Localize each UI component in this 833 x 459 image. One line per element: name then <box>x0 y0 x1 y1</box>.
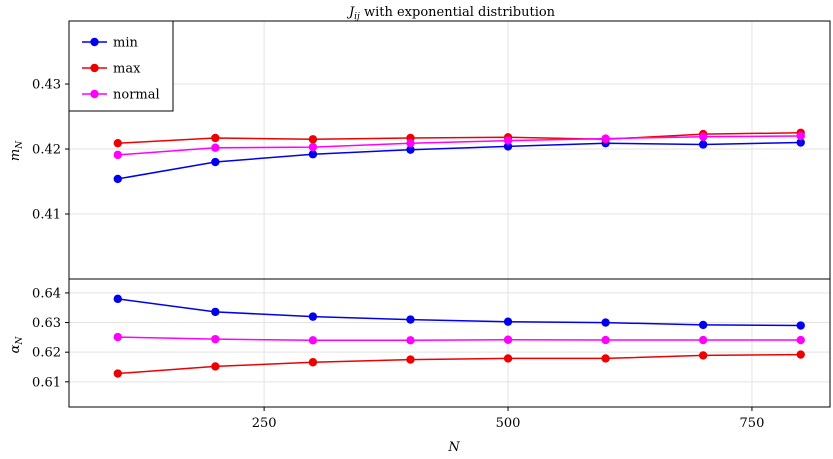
bottom-y-axis-label-main: α <box>8 344 23 353</box>
top-y-axis-label-sub: N <box>15 140 25 150</box>
bottom-ytick-label-2: 0.63 <box>32 316 61 331</box>
top-ytick-label-1: 0.42 <box>32 143 61 158</box>
bottom-series-line-min <box>117 298 801 327</box>
top-point-min-200 <box>211 157 220 167</box>
bottom-point-max-600 <box>601 354 610 363</box>
top-point-min-100 <box>113 174 122 184</box>
top-y-axis-label-main: m <box>8 149 23 161</box>
chart-title-sub: ij <box>354 12 360 22</box>
bottom-point-max-200 <box>211 362 220 371</box>
top-point-max-100 <box>113 138 122 148</box>
bottom-ytick-label-1: 0.62 <box>32 346 61 361</box>
legend: min max normal <box>68 20 174 112</box>
top-series-line-normal <box>117 135 801 156</box>
legend-box <box>68 20 174 112</box>
bottom-point-max-100 <box>113 369 122 378</box>
top-ytick-label-2: 0.43 <box>32 78 61 93</box>
legend-marker-min <box>90 37 99 47</box>
bottom-ytick-label-3: 0.64 <box>32 286 61 301</box>
top-point-normal-400 <box>406 138 415 148</box>
bottom-point-min-500 <box>503 317 513 326</box>
bottom-point-max-700 <box>698 351 708 360</box>
top-point-normal-600 <box>601 134 610 143</box>
top-point-normal-200 <box>211 143 220 152</box>
axes-frames <box>68 20 831 408</box>
chart-title-rest: with exponential distribution <box>360 5 556 20</box>
bottom-point-min-300 <box>308 312 318 321</box>
xtick-label-0: 250 <box>252 416 277 431</box>
bottom-point-max-500 <box>503 354 513 363</box>
tick-layer: 0.41 0.42 0.43 0.61 0.62 0.63 0.64 250 500 750 <box>32 78 764 431</box>
bottom-point-max-800 <box>796 350 805 359</box>
chart-title: Jij with exponential distribution <box>346 5 556 22</box>
bottom-series-line-max <box>117 353 801 375</box>
bottom-point-max-400 <box>406 355 415 364</box>
bottom-point-min-200 <box>211 307 220 317</box>
bottom-point-min-100 <box>113 294 122 304</box>
bottom-point-min-400 <box>406 315 415 324</box>
bottom-point-normal-400 <box>406 336 415 345</box>
bottom-series-line-normal <box>117 336 801 342</box>
xtick-label-2: 750 <box>740 416 765 431</box>
top-point-normal-800 <box>796 131 805 141</box>
series-layer <box>113 128 805 378</box>
bottom-point-normal-800 <box>796 335 805 345</box>
bottom-point-normal-700 <box>698 335 708 345</box>
top-point-max-200 <box>211 133 220 143</box>
bottom-y-axis-label: αN <box>8 336 25 354</box>
top-point-max-300 <box>308 135 318 144</box>
bottom-y-axis-label-sub: N <box>15 336 25 346</box>
bottom-point-min-600 <box>601 318 610 327</box>
top-point-normal-300 <box>308 142 318 152</box>
bottom-point-normal-500 <box>503 335 513 344</box>
top-ytick-label-0: 0.41 <box>32 208 61 223</box>
bottom-point-normal-200 <box>211 334 220 344</box>
legend-marker-max <box>90 63 99 73</box>
legend-marker-normal <box>90 89 99 99</box>
top-point-min-500 <box>503 142 513 151</box>
x-axis-label: N <box>447 440 460 455</box>
top-point-min-700 <box>698 140 708 149</box>
top-series-line-min <box>117 141 801 180</box>
legend-label-min: min <box>113 36 138 51</box>
top-point-normal-500 <box>503 136 513 145</box>
top-series-line-max <box>117 132 801 144</box>
bottom-axes-frame <box>68 278 831 408</box>
xtick-label-1: 500 <box>496 416 521 431</box>
bottom-point-min-800 <box>796 321 805 330</box>
chart-title-main: J <box>346 5 355 20</box>
legend-label-normal: normal <box>113 88 160 103</box>
top-y-axis-label: mN <box>8 140 25 161</box>
grid-lines <box>69 21 830 407</box>
bottom-point-normal-100 <box>113 332 122 342</box>
top-point-normal-100 <box>113 150 122 160</box>
legend-label-max: max <box>113 62 141 77</box>
bottom-point-min-700 <box>698 320 708 330</box>
bottom-ytick-label-0: 0.61 <box>32 375 61 390</box>
top-point-normal-700 <box>698 132 708 141</box>
top-point-min-800 <box>796 138 805 147</box>
bottom-point-normal-300 <box>308 336 318 345</box>
top-point-min-300 <box>308 150 318 159</box>
bottom-point-max-300 <box>308 358 318 367</box>
bottom-point-normal-600 <box>601 335 610 345</box>
top-point-min-400 <box>406 145 415 154</box>
